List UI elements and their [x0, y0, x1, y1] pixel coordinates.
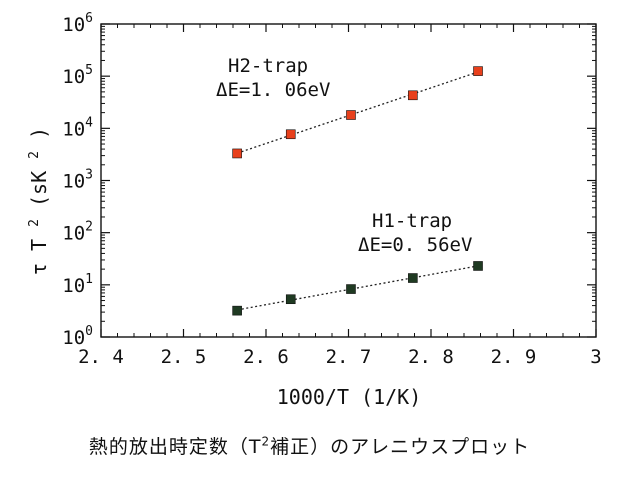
fit-line-1: [232, 264, 483, 312]
data-point-h1-trap: [473, 261, 483, 271]
x-tick-label: 3: [590, 346, 601, 368]
data-point-h2-trap: [408, 90, 418, 101]
x-tick-label: 2. 9: [491, 346, 537, 368]
h2-trap-energy: ΔE=1. 06eV: [216, 79, 330, 101]
x-axis-label: 1000/T (1/K): [277, 385, 422, 409]
data-point-h2-trap: [232, 148, 242, 159]
x-tick-label: 2. 8: [408, 346, 454, 368]
data-point-h2-trap: [285, 129, 296, 140]
fit-line-0: [232, 69, 483, 156]
fit-lines: [232, 69, 483, 312]
y-tick-label: 104: [62, 115, 93, 140]
y-tick-label: 101: [62, 272, 93, 297]
caption-pre: 熱的放出時定数（T: [88, 436, 262, 458]
y-axis-label-unit-exp: 2: [27, 151, 42, 159]
y-axis-label-close: ): [27, 127, 51, 139]
y-axis-label-exp: 2: [27, 219, 42, 227]
caption-post: 補正）のアレニウスプロット: [270, 436, 531, 458]
y-tick-label: 106: [62, 11, 93, 36]
figure-caption: 熱的放出時定数（T2補正）のアレニウスプロット: [0, 432, 619, 459]
data-point-h1-trap: [232, 305, 242, 316]
h2-trap-label: H2-trap: [228, 55, 308, 77]
tick-labels: 2. 4 2. 5 2. 6 2. 7 2. 8 2. 9 3 100 101 102 103 104…: [62, 11, 601, 368]
y-tick-label: 105: [62, 63, 93, 88]
y-axis-label: τ T 2 (sK 2 ): [19, 127, 51, 275]
y-axis-label-unit: (sK: [27, 171, 51, 207]
y-tick-label: 100: [62, 324, 93, 349]
h1-trap-label: H1-trap: [372, 210, 452, 232]
x-tick-label: 2. 4: [78, 346, 124, 368]
data-point-h1-trap: [285, 294, 296, 305]
h1-trap-energy: ΔE=0. 56eV: [358, 234, 472, 256]
caption-sup: 2: [261, 434, 271, 449]
y-axis-label-symbol: τ T: [27, 239, 51, 275]
y-tick-label: 102: [62, 220, 93, 245]
y-tick-label: 103: [62, 168, 93, 193]
data-point-h2-trap: [473, 66, 483, 76]
x-tick-label: 2. 6: [243, 346, 289, 368]
x-tick-label: 2. 5: [161, 346, 207, 368]
data-point-h1-trap: [408, 273, 418, 283]
data-point-h1-trap: [346, 284, 356, 294]
data-point-h2-trap: [346, 110, 356, 120]
tick-marks: [100, 23, 597, 338]
x-tick-label: 2. 7: [326, 346, 372, 368]
data-points: [232, 66, 483, 316]
